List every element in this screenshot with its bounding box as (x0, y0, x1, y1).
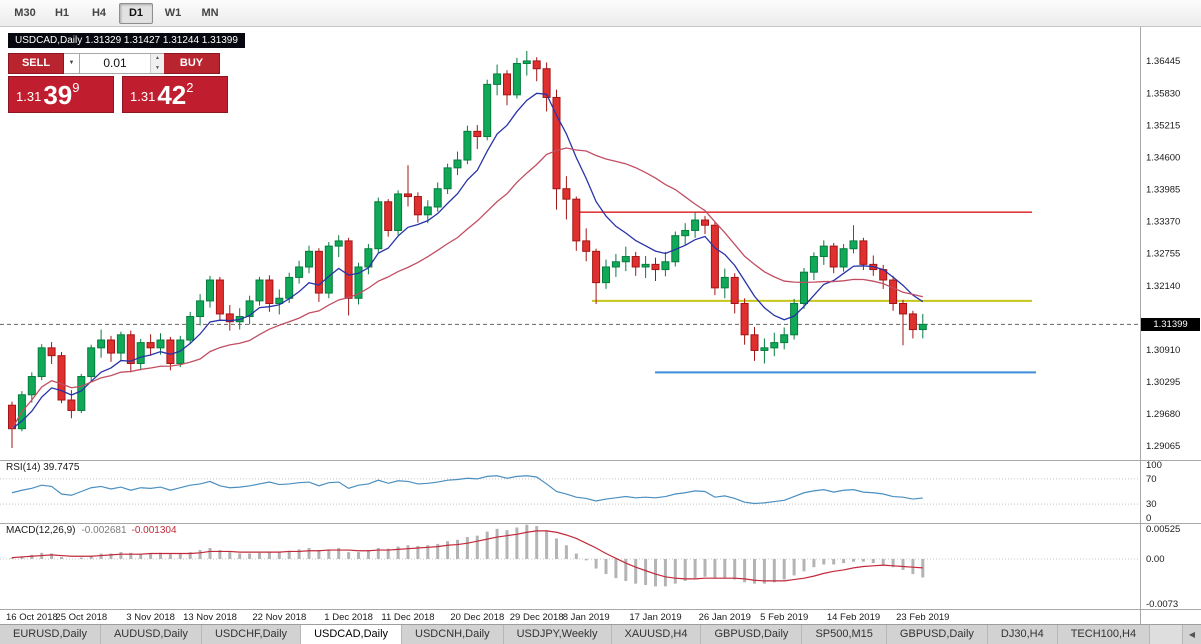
date-axis-label: 17 Jan 2019 (629, 612, 681, 623)
chart-tab-gbpusd-daily[interactable]: GBPUSD,Daily (701, 625, 803, 644)
price-axis-label: 1.33985 (1146, 185, 1180, 196)
timeframe-button-h1[interactable]: H1 (54, 6, 70, 19)
rsi-header: RSI(14) 39.7475 (6, 462, 80, 473)
chart-tabs: EURUSD,Daily AUDUSD,Daily USDCHF,Daily USDC… (0, 624, 1201, 644)
rsi-axis-label: 30 (1146, 499, 1157, 510)
rsi-line (11, 475, 923, 505)
candlestick-series (8, 50, 927, 449)
date-axis-label: 5 Feb 2019 (760, 612, 808, 623)
price-axis-label: 1.29680 (1146, 409, 1180, 420)
price-axis-label: 1.30910 (1146, 345, 1180, 356)
date-axis-label: 29 Dec 2018 (510, 612, 564, 623)
buy-price-small: 1.31 (130, 89, 156, 104)
timeframe-button-mn[interactable]: MN (201, 6, 219, 19)
chart-tab-usdjpy-weekly[interactable]: USDJPY,Weekly (503, 625, 612, 644)
volume-stepper[interactable]: ▲ ▼ (150, 54, 164, 73)
date-axis-label: 1 Dec 2018 (324, 612, 373, 623)
price-axis-label: 1.32140 (1146, 281, 1180, 292)
volume-dropdown-icon[interactable]: ▼ (64, 53, 80, 74)
date-axis-label: 11 Dec 2018 (381, 612, 434, 623)
chart-tab-audusd-daily[interactable]: AUDUSD,Daily (100, 625, 202, 644)
rsi-axis-label: 70 (1146, 474, 1157, 485)
macd-histogram (10, 524, 925, 587)
rsi-axis-label: 0 (1146, 513, 1151, 524)
chart-tab-gbpusd-daily[interactable]: GBPUSD,Daily (886, 625, 988, 644)
buy-price-big: 42 (157, 80, 187, 110)
macd-axis-label: -0.0073 (1146, 599, 1178, 610)
price-axis-label: 1.32755 (1146, 249, 1180, 260)
chart-tab-tech100-h4[interactable]: TECH100,H4 (1057, 625, 1151, 644)
date-axis-label: 14 Feb 2019 (827, 612, 880, 623)
timeframe-button-w1[interactable]: W1 (164, 6, 182, 19)
volume-input[interactable]: 0.01 ▲ ▼ (80, 53, 164, 74)
ma-fast-line (11, 92, 924, 430)
timeframe-toolbar: M30 H1 H4 D1 W1 MN (0, 0, 1201, 27)
price-axis-label: 1.35830 (1146, 88, 1180, 99)
timeframe-button-m30[interactable]: M30 (14, 6, 36, 19)
chart-tab-usdcnh-daily[interactable]: USDCNH,Daily (402, 625, 504, 644)
macd-header-name: MACD(12,26,9) (6, 525, 76, 536)
sell-price-small: 1.31 (16, 89, 42, 104)
ma-slow-line (11, 147, 923, 430)
date-axis-label: 22 Nov 2018 (252, 612, 306, 623)
chart-tab-eurusd-daily[interactable]: EURUSD,Daily (0, 625, 101, 644)
sell-button[interactable]: SELL (8, 53, 64, 74)
buy-button[interactable]: BUY (164, 53, 220, 74)
rsi-axis-label: 100 (1146, 460, 1162, 471)
macd-signal-line (11, 530, 923, 582)
chart-tab-usdcad-daily[interactable]: USDCAD,Daily (301, 625, 403, 644)
macd-header: MACD(12,26,9) -0.002681 -0.001304 (6, 525, 177, 536)
macd-axis-label: 0.00525 (1146, 524, 1180, 535)
timeframe-button-d1[interactable]: D1 (119, 2, 153, 24)
date-axis-label: 26 Jan 2019 (699, 612, 751, 623)
chart-tab-sp500-m15[interactable]: SP500,M15 (802, 625, 887, 644)
date-axis-label: 16 Oct 2018 (6, 612, 58, 623)
macd-main-value: -0.002681 (81, 525, 127, 536)
macd-signal-value: -0.001304 (131, 525, 177, 536)
price-axis-label: 1.35215 (1146, 120, 1180, 131)
buy-price-sup: 2 (186, 80, 194, 95)
chart-tab-usdchf-daily[interactable]: USDCHF,Daily (201, 625, 302, 644)
date-axis-label: 3 Nov 2018 (126, 612, 175, 623)
trade-panel: SELL ▼ 0.01 ▲ ▼ BUY (8, 53, 220, 74)
price-axis-label: 1.29065 (1146, 441, 1180, 452)
chart-title: USDCAD,Daily 1.31329 1.31427 1.31244 1.3… (8, 33, 245, 48)
chart-tab-xauusd-h4[interactable]: XAUUSD,H4 (611, 625, 702, 644)
price-axis-label: 1.30295 (1146, 377, 1180, 388)
date-axis-label: 8 Jan 2019 (563, 612, 610, 623)
price-axis-label: 1.33370 (1146, 217, 1180, 228)
spin-down-icon[interactable]: ▼ (151, 63, 164, 73)
date-axis-label: 20 Dec 2018 (450, 612, 504, 623)
sell-price-big: 39 (43, 80, 73, 110)
volume-value[interactable]: 0.01 (103, 56, 127, 70)
current-price-tag: 1.31399 (1141, 317, 1200, 331)
date-axis-label: 23 Feb 2019 (896, 612, 949, 623)
date-axis-label: 13 Nov 2018 (183, 612, 237, 623)
price-axis-label: 1.36445 (1146, 56, 1180, 67)
chart-tab-dj30-h4[interactable]: DJ30,H4 (987, 625, 1058, 644)
tabs-scroll-left-button[interactable]: ◀ (1182, 625, 1201, 644)
buy-price-button[interactable]: 1.31 42 2 (122, 76, 228, 113)
sell-price-button[interactable]: 1.31 39 9 (8, 76, 114, 113)
spin-up-icon[interactable]: ▲ (151, 54, 164, 64)
macd-axis-label: 0.00 (1146, 554, 1165, 565)
timeframe-button-h4[interactable]: H4 (91, 6, 107, 19)
sell-price-sup: 9 (72, 80, 80, 95)
date-axis-label: 25 Oct 2018 (55, 612, 107, 623)
price-axis-label: 1.34600 (1146, 152, 1180, 163)
